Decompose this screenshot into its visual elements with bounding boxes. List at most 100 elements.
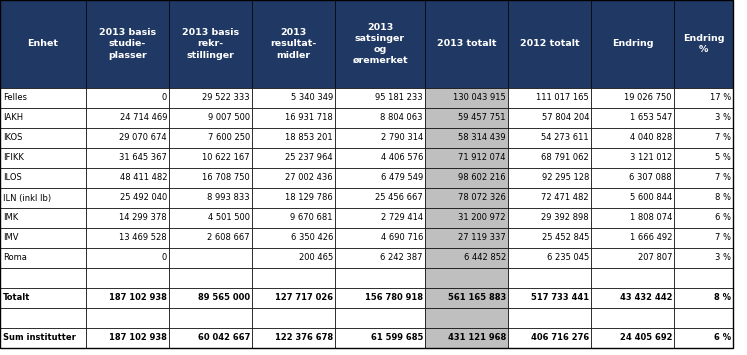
Bar: [335, 228, 425, 248]
Text: 2013
satsinger
og
øremerket: 2013 satsinger og øremerket: [352, 23, 408, 65]
Text: 1 653 547: 1 653 547: [630, 114, 672, 122]
Text: 4 501 500: 4 501 500: [208, 213, 250, 223]
Text: 2013 basis
rekr-
stillinger: 2013 basis rekr- stillinger: [182, 28, 239, 60]
Text: Roma: Roma: [3, 253, 27, 262]
Bar: [425, 128, 508, 148]
Bar: [591, 288, 674, 308]
Bar: [86, 228, 169, 248]
Text: 29 522 333: 29 522 333: [202, 93, 250, 103]
Bar: [0, 188, 86, 208]
Text: 5 340 349: 5 340 349: [291, 93, 333, 103]
Text: 54 273 611: 54 273 611: [542, 133, 589, 142]
Text: 18 853 201: 18 853 201: [285, 133, 333, 142]
Bar: [674, 168, 733, 188]
Bar: [86, 88, 169, 108]
Text: 111 017 165: 111 017 165: [536, 93, 589, 103]
Text: 187 102 938: 187 102 938: [109, 333, 167, 343]
Bar: [335, 268, 425, 288]
Text: 200 465: 200 465: [299, 253, 333, 262]
Bar: [591, 188, 674, 208]
Bar: [252, 328, 335, 348]
Bar: [86, 208, 169, 228]
Bar: [0, 0, 86, 88]
Bar: [591, 148, 674, 168]
Text: 31 200 972: 31 200 972: [459, 213, 506, 223]
Bar: [674, 88, 733, 108]
Bar: [335, 128, 425, 148]
Text: 10 622 167: 10 622 167: [202, 153, 250, 163]
Bar: [508, 208, 591, 228]
Text: 4 690 716: 4 690 716: [381, 234, 423, 242]
Bar: [591, 108, 674, 128]
Text: 6 307 088: 6 307 088: [630, 174, 672, 182]
Bar: [425, 248, 508, 268]
Bar: [169, 0, 252, 88]
Text: ILN (inkl Ib): ILN (inkl Ib): [3, 193, 51, 202]
Bar: [425, 88, 508, 108]
Text: 2 608 667: 2 608 667: [208, 234, 250, 242]
Text: 6 %: 6 %: [715, 213, 731, 223]
Bar: [0, 288, 86, 308]
Text: 78 072 326: 78 072 326: [458, 193, 506, 202]
Text: 14 299 378: 14 299 378: [120, 213, 167, 223]
Bar: [508, 248, 591, 268]
Bar: [0, 228, 86, 248]
Bar: [674, 188, 733, 208]
Text: 2012 totalt: 2012 totalt: [520, 39, 580, 49]
Bar: [591, 168, 674, 188]
Bar: [674, 248, 733, 268]
Text: 29 392 898: 29 392 898: [542, 213, 589, 223]
Bar: [335, 288, 425, 308]
Bar: [86, 288, 169, 308]
Bar: [674, 0, 733, 88]
Text: 2013
resultat-
midler: 2013 resultat- midler: [270, 28, 317, 60]
Text: 57 804 204: 57 804 204: [542, 114, 589, 122]
Text: 8 804 063: 8 804 063: [380, 114, 423, 122]
Text: 5 %: 5 %: [715, 153, 731, 163]
Text: 89 565 000: 89 565 000: [198, 294, 250, 302]
Bar: [86, 188, 169, 208]
Text: 7 %: 7 %: [715, 234, 731, 242]
Bar: [508, 148, 591, 168]
Text: 16 931 718: 16 931 718: [285, 114, 333, 122]
Bar: [0, 148, 86, 168]
Bar: [335, 188, 425, 208]
Text: Endring
%: Endring %: [683, 34, 725, 54]
Bar: [335, 108, 425, 128]
Text: Felles: Felles: [3, 93, 27, 103]
Bar: [169, 328, 252, 348]
Bar: [252, 268, 335, 288]
Text: 5 600 844: 5 600 844: [630, 193, 672, 202]
Bar: [86, 248, 169, 268]
Text: 6 442 852: 6 442 852: [464, 253, 506, 262]
Bar: [86, 108, 169, 128]
Bar: [335, 168, 425, 188]
Text: 8 993 833: 8 993 833: [208, 193, 250, 202]
Text: 7 %: 7 %: [715, 133, 731, 142]
Bar: [335, 0, 425, 88]
Text: IMV: IMV: [3, 234, 19, 242]
Text: 2013 basis
studie-
plasser: 2013 basis studie- plasser: [99, 28, 156, 60]
Text: 6 235 045: 6 235 045: [547, 253, 589, 262]
Bar: [169, 108, 252, 128]
Text: 3 %: 3 %: [715, 114, 731, 122]
Text: 187 102 938: 187 102 938: [109, 294, 167, 302]
Bar: [252, 188, 335, 208]
Bar: [0, 328, 86, 348]
Text: 27 119 337: 27 119 337: [458, 234, 506, 242]
Bar: [674, 148, 733, 168]
Text: 6 %: 6 %: [714, 333, 731, 343]
Bar: [591, 208, 674, 228]
Bar: [0, 108, 86, 128]
Bar: [508, 288, 591, 308]
Bar: [508, 308, 591, 328]
Bar: [252, 0, 335, 88]
Text: Endring: Endring: [612, 39, 653, 49]
Bar: [335, 148, 425, 168]
Bar: [674, 328, 733, 348]
Bar: [0, 208, 86, 228]
Text: 8 %: 8 %: [715, 193, 731, 202]
Text: 3 121 012: 3 121 012: [630, 153, 672, 163]
Bar: [425, 208, 508, 228]
Text: 68 791 062: 68 791 062: [542, 153, 589, 163]
